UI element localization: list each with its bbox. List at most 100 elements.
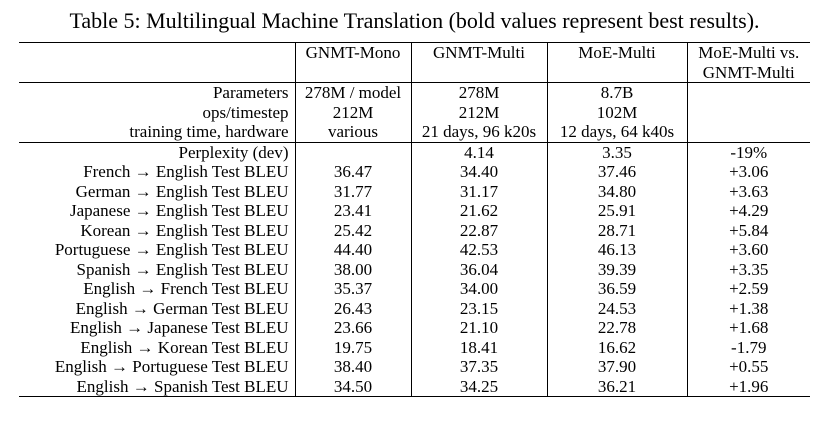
cell-value: +1.96: [687, 376, 810, 397]
cell-value: -19%: [687, 141, 810, 162]
cell-value: [687, 103, 810, 123]
row-label: Parameters: [19, 82, 296, 103]
table-row: German → English Test BLEU 31.77 31.17 34.8…: [19, 181, 810, 201]
table-row: Japanese → English Test BLEU 23.41 21.62 25…: [19, 201, 810, 221]
cell-value: 34.50: [295, 376, 412, 397]
table-row: English → Portuguese Test BLEU 38.40 37.35…: [19, 357, 810, 377]
table-row: English → Japanese Test BLEU 23.66 21.10 22…: [19, 318, 810, 338]
cell-value: +5.84: [729, 220, 769, 240]
row-label: training time, hardware: [19, 122, 296, 142]
row-label: English → German Test BLEU: [19, 298, 296, 318]
row-label: Japanese → English Test BLEU: [19, 201, 296, 221]
row-label: English → Spanish Test BLEU: [19, 376, 296, 397]
table-row: Korean → English Test BLEU 25.42 22.87 28.7…: [19, 220, 810, 240]
header-moe-vs-gnmt-line2: GNMT-Multi: [702, 62, 795, 82]
row-label: Korean → English Test BLEU: [19, 220, 296, 240]
cell-value: 31.17: [411, 181, 548, 201]
table-row: English → Korean Test BLEU 19.75 18.41 16.6…: [19, 337, 810, 357]
table-row: English → Spanish Test BLEU 34.50 34.25 36.…: [19, 376, 810, 397]
table-row: ops/timestep 212M 212M 102M: [19, 102, 810, 123]
cell-value: 36.21: [547, 376, 688, 397]
cell-value: +1.68: [729, 318, 769, 337]
cell-value: [295, 141, 412, 162]
cell-value: 102M: [547, 102, 688, 122]
header-moe-vs-gnmt: MoE-Multi vs. GNMT-Multi: [687, 42, 810, 83]
cell-value: 25.42: [295, 220, 412, 240]
row-label: Perplexity (dev): [19, 141, 296, 162]
cell-value: -1.79: [731, 337, 767, 357]
cell-value: 278M: [411, 82, 548, 103]
cell-value: +4.29: [729, 201, 769, 220]
cell-value: 12 days, 64 k40s: [547, 122, 688, 142]
cell-value: 3.35: [547, 141, 688, 162]
cell-value: +0.55: [729, 357, 769, 376]
header-row: GNMT-Mono GNMT-Multi MoE-Multi MoE-Multi…: [19, 42, 810, 83]
cell-value: 42.53: [411, 240, 548, 260]
cell-value: +3.35: [729, 259, 769, 279]
cell-value: 22.78: [547, 318, 688, 338]
table-row: English → French Test BLEU 35.37 34.00 36.5…: [19, 279, 810, 299]
cell-value: 36.59: [547, 279, 688, 299]
resources-section: Parameters 278M / model 278M 8.7B ops/timest…: [19, 82, 810, 142]
cell-value: 25.91: [547, 201, 688, 221]
cell-value: 212M: [295, 102, 412, 122]
header-gnmt-multi: GNMT-Multi: [411, 42, 548, 83]
cell-value: 8.7B: [547, 82, 688, 103]
cell-value: 21.10: [411, 318, 548, 338]
table-row: Perplexity (dev) 4.14 3.35 -19%: [19, 141, 810, 162]
cell-value: +3.06: [729, 162, 769, 181]
cell-value: 21 days, 96 k20s: [411, 122, 548, 142]
cell-value: 36.47: [295, 162, 412, 182]
cell-value: 18.41: [411, 337, 548, 357]
results-table: GNMT-Mono GNMT-Multi MoE-Multi MoE-Multi…: [19, 42, 810, 397]
header-moe-multi: MoE-Multi: [547, 42, 688, 83]
row-label: French → English Test BLEU: [19, 162, 296, 182]
cell-value: +1.38: [729, 298, 769, 318]
cell-value: various: [295, 122, 412, 142]
cell-value: 21.62: [411, 201, 548, 221]
cell-value: 22.87: [411, 220, 548, 240]
table-row: English → German Test BLEU 26.43 23.15 24.5…: [19, 298, 810, 318]
cell-value: 37.46: [547, 162, 688, 182]
cell-value: 34.40: [411, 162, 548, 182]
row-label: English → Japanese Test BLEU: [19, 318, 296, 338]
cell-value: 23.66: [295, 318, 412, 338]
cell-value: 34.25: [411, 376, 548, 397]
cell-value: 24.53: [547, 298, 688, 318]
cell-value: +2.59: [729, 279, 769, 298]
cell-value: 31.77: [295, 181, 412, 201]
table-row: training time, hardware various 21 days, 9…: [19, 122, 810, 142]
cell-value: [687, 83, 810, 103]
row-label: Spanish → English Test BLEU: [19, 259, 296, 279]
cell-value: 212M: [411, 102, 548, 122]
cell-value: 39.39: [547, 259, 688, 279]
cell-value: 278M / model: [295, 82, 412, 103]
table-caption: Table 5: Multilingual Machine Translatio…: [69, 8, 760, 33]
row-label: English → Korean Test BLEU: [19, 337, 296, 357]
cell-value: 35.37: [295, 279, 412, 299]
header-gnmt-mono: GNMT-Mono: [295, 42, 412, 83]
cell-value: 26.43: [295, 298, 412, 318]
header-corner: [19, 42, 296, 83]
table-row: Portuguese → English Test BLEU 44.40 42.53…: [19, 240, 810, 260]
cell-value: 46.13: [547, 240, 688, 260]
results-section: Perplexity (dev) 4.14 3.35 -19% French → Eng…: [19, 141, 810, 397]
cell-value: 38.00: [295, 259, 412, 279]
row-label: ops/timestep: [19, 102, 296, 122]
table-row: French → English Test BLEU 36.47 34.40 37.4…: [19, 162, 810, 182]
table-row: Parameters 278M / model 278M 8.7B: [19, 82, 810, 103]
table-row: Spanish → English Test BLEU 38.00 36.04 39.…: [19, 259, 810, 279]
cell-value: +3.60: [729, 240, 769, 259]
cell-value: 16.62: [547, 337, 688, 357]
row-label: German → English Test BLEU: [19, 181, 296, 201]
row-label: English → Portuguese Test BLEU: [19, 357, 296, 377]
cell-value: [687, 122, 810, 142]
cell-value: 37.35: [411, 357, 548, 377]
cell-value: 44.40: [295, 240, 412, 260]
cell-value: 34.00: [411, 279, 548, 299]
header-moe-vs-gnmt-line1: MoE-Multi vs.: [698, 43, 800, 62]
cell-value: 34.80: [547, 181, 688, 201]
cell-value: 37.90: [547, 357, 688, 377]
row-label: English → French Test BLEU: [19, 279, 296, 299]
cell-value: 19.75: [295, 337, 412, 357]
